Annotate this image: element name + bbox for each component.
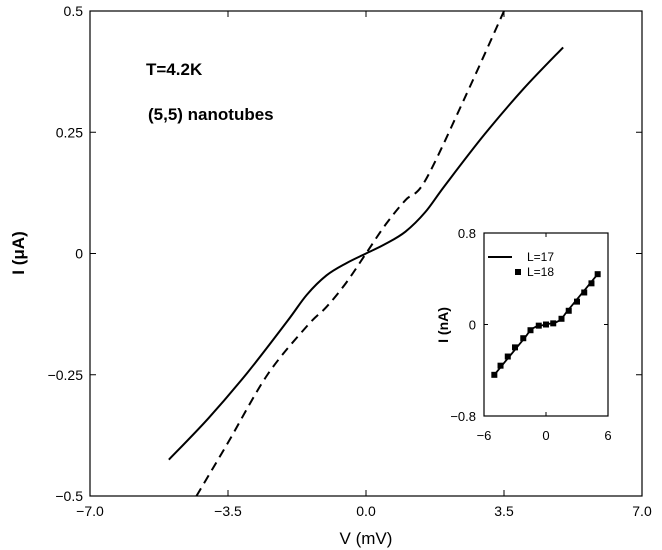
inset-y-axis-label: I (nA) [435,307,451,343]
x-tick-label: −7.0 [76,503,104,519]
y-axis-label: I (μA) [9,231,28,274]
y-tick-label: 0 [75,246,83,262]
inset-marker-l18 [535,322,542,329]
legend-label-l17: L=17 [527,250,554,264]
inset-x-tick-label: 0 [542,428,549,443]
inset-marker-l18 [581,289,588,296]
inset-series [491,271,601,378]
legend-label-l18: L=18 [527,265,554,279]
inset-y-tick-label: 0 [469,318,476,333]
series-line-dashed [195,10,505,497]
y-tick-label: 0.25 [56,124,83,140]
inset-marker-l18 [558,315,565,322]
inset-marker-l18 [497,362,504,369]
legend-marker-l18 [515,269,521,275]
y-tick-label: −0.25 [48,367,84,383]
x-axis-label: V (mV) [340,529,393,548]
annotation-temperature: T=4.2K [146,60,203,79]
inset-x-tick-label: −6 [477,428,492,443]
inset-marker-l18 [588,280,595,287]
inset-marker-l18 [574,298,580,305]
inset-y-tick-label: 0.8 [458,226,476,241]
inset-marker-l18 [527,327,534,334]
inset-marker-l18 [550,320,557,327]
inset-marker-l18 [543,321,549,328]
y-tick-label: −0.5 [55,488,83,504]
inset-legend: L=17 L=18 [488,250,554,279]
series-line-solid [168,46,564,461]
inset-marker-l18 [565,307,572,314]
inset-y-tick-label: −0.8 [450,409,476,424]
x-tick-label: 0.0 [356,503,376,519]
inset-marker-l18 [512,344,518,351]
x-tick-label: −3.5 [214,503,242,519]
main-series [168,10,564,497]
y-tick-label: 0.5 [64,3,84,19]
x-tick-label: 7.0 [632,503,652,519]
inset-ticks: −6 0 6 −0.8 0 0.8 [450,226,611,443]
main-ticks: −7.0 −3.5 0.0 3.5 7.0 −0.5 −0.25 0 0.25 0.5 [48,3,652,519]
inset-marker-l18 [504,353,511,360]
x-tick-label: 3.5 [494,503,514,519]
inset-marker-l18 [594,271,601,278]
inset-marker-l18 [520,335,527,342]
inset-marker-l18 [491,371,498,378]
annotation-nanotubes: (5,5) nanotubes [148,105,274,124]
inset-x-tick-label: 6 [604,428,611,443]
